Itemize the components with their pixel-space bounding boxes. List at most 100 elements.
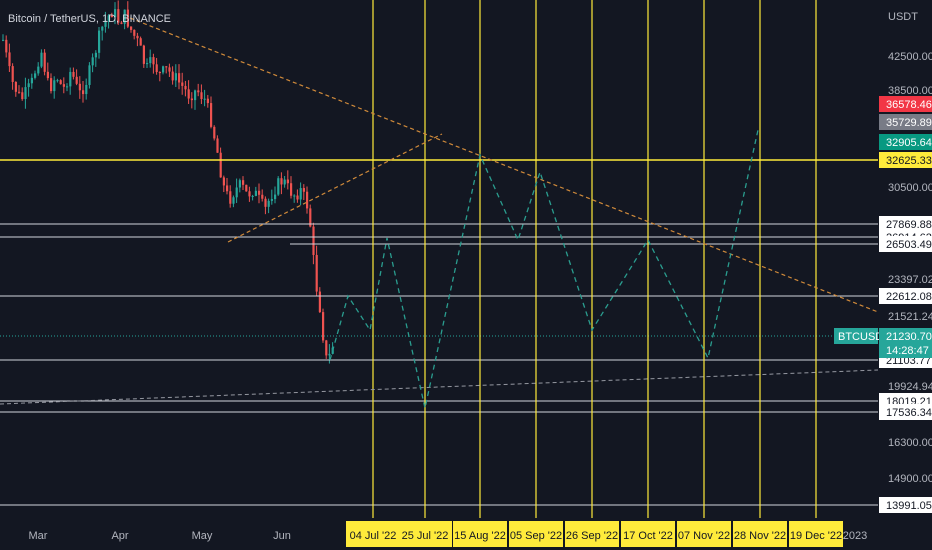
level-tag-10: 17536.34 xyxy=(886,407,932,419)
y-tick-2: 30500.00 xyxy=(888,182,932,194)
candle-body xyxy=(98,30,101,53)
current-price-tag: 21230.70 xyxy=(886,331,932,343)
price-tags: 32625.3327869.8826914.6226503.4923397.02… xyxy=(834,96,932,513)
candle-body xyxy=(149,57,152,64)
x-tick-may: May xyxy=(192,530,213,542)
candle-body xyxy=(315,254,318,292)
candle-body xyxy=(178,73,181,83)
candle-body xyxy=(75,76,78,84)
candle-body xyxy=(5,39,8,53)
candle-body xyxy=(206,98,209,104)
candle-body xyxy=(69,71,72,87)
level-tag-bg-0 xyxy=(879,152,932,168)
candle-body xyxy=(126,9,129,27)
candle-body xyxy=(14,81,17,92)
candle-body xyxy=(171,71,174,81)
candle-body xyxy=(277,178,280,195)
candle-body xyxy=(222,177,225,186)
candle-body xyxy=(152,57,155,65)
candle-body xyxy=(254,190,257,196)
candle-body xyxy=(194,90,197,101)
candle-body xyxy=(56,80,59,82)
candle-body xyxy=(62,84,65,87)
candle-body xyxy=(88,65,91,85)
candle-body xyxy=(66,86,69,88)
candle-body xyxy=(8,52,11,67)
candle-body xyxy=(283,179,286,185)
date-box-5 xyxy=(621,521,675,547)
date-box-2 xyxy=(453,521,507,547)
candle-body xyxy=(34,73,37,78)
rising-wedge-line xyxy=(227,133,443,243)
date-box-0 xyxy=(346,521,400,547)
candle-body xyxy=(27,83,30,88)
candle-body xyxy=(11,66,14,82)
price-tag-bg-1 xyxy=(879,114,932,130)
candle-body xyxy=(174,73,177,81)
date-box-6 xyxy=(677,521,731,547)
x-tick-jun: Jun xyxy=(273,530,291,542)
candle-body xyxy=(235,187,238,198)
level-tag-bg-3 xyxy=(879,236,932,252)
candle-body xyxy=(46,71,49,79)
candle-body xyxy=(232,197,235,204)
price-tag-0: 36578.46 xyxy=(886,99,932,111)
current-price-tag-bg xyxy=(879,328,932,358)
candle-body xyxy=(200,92,203,100)
candle-body xyxy=(2,39,5,41)
date-label-1: 25 Jul '22 xyxy=(402,530,449,542)
candle-body xyxy=(120,22,123,24)
candle-body xyxy=(210,103,213,127)
candle-body xyxy=(290,183,293,196)
date-box-8 xyxy=(789,521,843,547)
candle-body xyxy=(302,188,305,192)
candle-body xyxy=(37,66,40,74)
candle-body xyxy=(155,64,158,73)
candle-body xyxy=(18,91,21,93)
price-tag-1: 35729.89 xyxy=(886,117,932,129)
candle-body xyxy=(248,191,251,197)
candle-body xyxy=(165,66,168,68)
candle-body xyxy=(130,26,133,30)
level-tag-8: 19924.94 xyxy=(888,381,932,393)
currency-label: USDT xyxy=(888,11,918,23)
candle-body xyxy=(181,82,184,86)
candle-body xyxy=(101,26,104,31)
candle-body xyxy=(251,195,254,197)
candle-body xyxy=(184,85,187,90)
symbol-tag: BTCUSDT xyxy=(838,331,890,343)
y-tick-1: 38500.00 xyxy=(888,85,932,97)
date-box-7 xyxy=(733,521,787,547)
level-tag-5: 22612.08 xyxy=(886,291,932,303)
candle-body xyxy=(78,83,81,91)
candle-body xyxy=(24,87,27,100)
candle-body xyxy=(286,179,289,184)
candle-body xyxy=(197,90,200,93)
x-tick-mar: Mar xyxy=(29,530,48,542)
date-box-3 xyxy=(509,521,563,547)
candle-body xyxy=(293,195,296,197)
date-label-4: 26 Sep '22 xyxy=(566,530,618,542)
candle-body xyxy=(133,29,136,36)
level-tag-0: 32625.33 xyxy=(886,155,932,167)
level-tag-4: 23397.02 xyxy=(888,274,932,286)
y-tick-0: 42500.00 xyxy=(888,51,932,63)
candle-body xyxy=(110,15,113,18)
date-label-6: 07 Nov '22 xyxy=(678,530,730,542)
level-tag-bg-10 xyxy=(879,404,932,420)
candle-body xyxy=(82,90,85,95)
candle-body xyxy=(190,98,193,101)
candle-body xyxy=(242,180,245,185)
candle-body xyxy=(328,353,331,356)
candle-body xyxy=(21,92,24,100)
candle-body xyxy=(261,194,264,199)
candle-body xyxy=(142,45,145,64)
price-axis xyxy=(878,0,932,518)
date-box-1 xyxy=(398,521,452,547)
y-tick-4: 14900.00 xyxy=(888,473,932,485)
candle-body xyxy=(139,38,142,46)
candle-body xyxy=(104,20,107,27)
level-tag-6: 21521.24 xyxy=(888,311,932,323)
candle-body xyxy=(123,9,126,24)
